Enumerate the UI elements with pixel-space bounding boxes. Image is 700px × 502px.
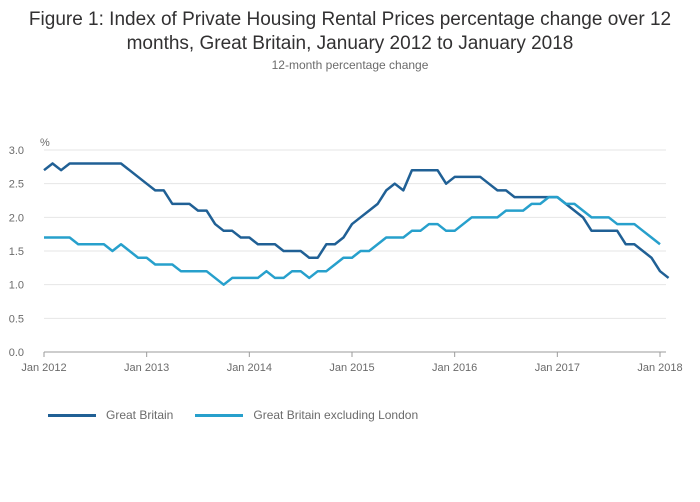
x-tick-label: Jan 2014 [227,362,272,374]
legend-item-great-britain[interactable]: Great Britain [48,408,173,422]
legend-item-gb-excluding-london[interactable]: Great Britain excluding London [195,408,418,422]
gridlines [44,149,666,353]
y-tick-label: 1.0 [9,280,24,292]
x-axis: Jan 2012 Jan 2013 Jan 2014 Jan 2015 Jan 2016… [21,352,683,374]
y-tick-label: 0.0 [9,347,24,359]
y-tick-label: 2.5 [9,179,24,191]
legend-swatch-gb-excluding-london [195,413,244,417]
x-tick-label: Jan 2017 [535,362,580,374]
x-tick-label: Jan 2016 [432,362,477,374]
chart-title: Figure 1: Index of Private Housing Renta… [28,9,672,54]
y-tick-label: 1.5 [9,246,24,258]
x-tick-label: Jan 2015 [329,362,374,374]
legend-label-great-britain: Great Britain [106,408,174,422]
y-tick-label: 0.5 [9,313,24,325]
legend: Great Britain Great Britain excluding Lo… [48,408,440,422]
series-lines [43,162,670,286]
y-tick-label: 3.0 [9,145,24,157]
line-chart: 0.0 0.5 1.0 1.5 2.0 2.5 3.0 % Jan 2012 Jan 2013… [9,137,683,374]
series-line-gb-excluding-london[interactable] [44,195,661,286]
chart-subtitle: 12-month percentage change [271,58,429,72]
y-axis-label: % [40,137,50,149]
series-line-great-britain[interactable] [43,162,670,279]
x-tick-label: Jan 2012 [21,362,66,374]
y-tick-label: 2.0 [9,212,24,224]
legend-label-gb-excluding-london: Great Britain excluding London [253,408,419,422]
y-axis: 0.0 0.5 1.0 1.5 2.0 2.5 3.0 [9,145,24,359]
x-tick-label: Jan 2018 [637,362,682,374]
legend-swatch-great-britain [48,413,96,417]
x-tick-label: Jan 2013 [124,362,169,374]
